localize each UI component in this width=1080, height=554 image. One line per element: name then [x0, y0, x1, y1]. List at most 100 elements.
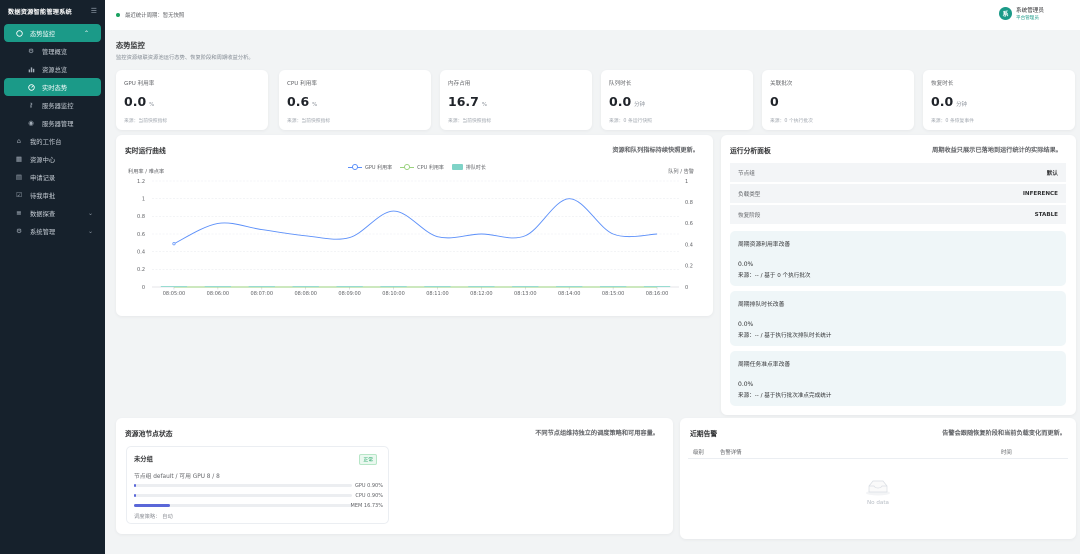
data-point [172, 242, 176, 246]
bar-chart-icon [26, 66, 36, 73]
y2-tick-label: 0.2 [685, 264, 693, 270]
column-header-level[interactable]: 级别 [693, 450, 704, 456]
analysis-note: 周期收益只展示已落地到运行统计的实际结果。 [932, 147, 1062, 154]
app-title: 数据资源智能管理系统 [8, 8, 72, 16]
sidebar-item-label: 数据探查 [30, 210, 56, 218]
x-tick-label: 08:12:00 [470, 291, 492, 297]
legend-item[interactable]: 排队时长 [451, 164, 486, 171]
metric-card-queue: 队列时长 0.0 分钟 来源：0 条运行快照 [601, 70, 753, 130]
metric-unit: % [481, 102, 487, 108]
user-role: 平台管理员 [1016, 16, 1039, 21]
y2-tick-label: 0 [685, 285, 688, 291]
sidebar-group-label: 态势监控 [30, 30, 56, 38]
row-key: 恢复阶段 [738, 212, 761, 219]
sidebar-item-overview[interactable]: ⚙ 管理概览 [0, 42, 105, 60]
line-chart: 利用率 / 难点率 队列 / 告警 0 0.2 0.4 0.6 0.8 1 1.2 0 0.2 0… [128, 167, 694, 297]
bar-mark [160, 286, 188, 287]
empty-state: No data [680, 478, 1076, 506]
metric-value: 0.0 [931, 94, 954, 109]
chevron-down-icon: ⌄ [87, 209, 93, 217]
metric-card-memory: 内存占用 16.7% 来源：当前快照指标 [440, 70, 592, 130]
sidebar-item-system[interactable]: ⚙ 系统管理 ⌄ [0, 222, 105, 240]
metric-source: 来源：0 条恢复事件 [931, 119, 974, 124]
y-axis-label: 利用率 / 难点率 [128, 167, 164, 175]
bar-mark [556, 286, 583, 287]
y2-tick-label: 0.6 [685, 221, 693, 227]
column-header-time[interactable]: 时间 [1001, 450, 1012, 456]
node-group-desc: 节点组 default / 可用 GPU 8 / 8 [134, 474, 220, 480]
sidebar-item-label: 服务器管理 [42, 120, 74, 128]
sidebar-item-label: 服务器监控 [42, 102, 74, 110]
bar-mark [336, 286, 363, 287]
metric-source: 来源：当前快照指标 [448, 119, 492, 124]
bar-fill [134, 494, 137, 497]
user-menu[interactable]: 系 系统管理员 平台管理员 [999, 6, 1044, 21]
row-key: 负载类型 [738, 191, 761, 198]
improvement-source: 来源：-- / 基于执行批次排队时长统计 [738, 333, 832, 339]
y2-tick-label: 0.4 [685, 242, 693, 248]
sidebar-item-data-explore[interactable]: ≣ 数据探查 ⌄ [0, 204, 105, 222]
metric-label: 恢复时长 [931, 81, 954, 87]
bar-fill [134, 504, 171, 507]
realtime-chart-card: 实时运行曲线 资源和队列指标持续快照更新。 GPU 利用率 CPU 利用率 排队… [116, 135, 713, 316]
column-header-detail[interactable]: 告警详情 [720, 450, 742, 456]
node-group-card[interactable]: 未分组 正常 节点组 default / 可用 GPU 8 / 8 GPU 0.… [126, 446, 389, 524]
metric-card-batches: 关联批次 0 来源：0 个执行批次 [762, 70, 914, 130]
y-tick-label: 1 [142, 196, 145, 202]
bar-mark [424, 286, 451, 287]
grid-icon: ▦ [15, 155, 23, 163]
improvement-value: 0.0% [738, 261, 754, 268]
sidebar-item-server-manage[interactable]: ◉ 服务器管理 [0, 114, 105, 132]
sidebar-item-resource-overview[interactable]: 资源总览 [0, 60, 105, 78]
y-tick-label: 0.2 [137, 267, 145, 273]
x-tick-label: 08:14:00 [558, 291, 580, 297]
legend-label: 排队时长 [465, 164, 486, 171]
y-tick-label: 0.4 [137, 249, 145, 255]
metric-label: CPU 利用率 [287, 81, 317, 87]
analysis-title: 运行分析面板 [730, 147, 771, 155]
bar-mark [248, 286, 275, 287]
sidebar-item-server-monitor[interactable]: ⚷ 服务器监控 [0, 96, 105, 114]
improvement-title: 周期资源利用率改善 [738, 242, 791, 248]
sidebar-item-requests[interactable]: ▤ 申请记录 [0, 168, 105, 186]
sidebar-item-realtime[interactable]: 实时态势 [4, 78, 101, 96]
sidebar-item-workbench[interactable]: ⌂ 我的工作台 [0, 132, 105, 150]
analysis-row-recovery-stage: 恢复阶段 STABLE [730, 205, 1066, 224]
nodes-note: 不同节点组维持独立的调度策略和可用容量。 [535, 430, 659, 437]
bar-label: GPU 0.90% [354, 482, 383, 489]
analysis-row-load-type: 负载类型 INFERENCE [730, 184, 1066, 203]
y2-tick-label: 1 [685, 179, 688, 185]
row-value: INFERENCE [1022, 190, 1058, 197]
metric-label: GPU 利用率 [124, 81, 155, 87]
eye-icon: ◉ [28, 119, 34, 127]
metric-value: 16.7 [448, 94, 479, 109]
legend-line-icon [348, 163, 362, 171]
improvement-title: 周期排队时长改善 [738, 302, 785, 308]
bar-mark [292, 286, 319, 287]
legend-item[interactable]: CPU 利用率 [400, 163, 444, 171]
sidebar-group-monitor[interactable]: 态势监控 ⌃ [4, 24, 101, 42]
y-tick-label: 0 [142, 285, 145, 291]
schedule-policy: 调度策略： 自动 [134, 514, 173, 520]
metric-card-gpu: GPU 利用率 0.0% 来源：当前快照指标 [116, 70, 268, 130]
series-line-1 [173, 198, 658, 245]
row-value: 默认 [1046, 170, 1058, 177]
x-tick-label: 08:05:00 [163, 291, 185, 297]
sidebar-item-approvals[interactable]: ☑ 待我审批 [0, 186, 105, 204]
metric-card-recovery: 恢复时长 0.0 分钟 来源：0 条恢复事件 [923, 70, 1075, 130]
sidebar-item-label: 管理概览 [42, 48, 68, 56]
topbar: 最近统计周期：暂无快照 系 系统管理员 平台管理员 [105, 0, 1080, 30]
improvement-card-utilization: 周期资源利用率改善 0.0% 来源：-- / 基于 0 个执行批次 [730, 231, 1066, 286]
sidebar-item-label: 资源中心 [30, 156, 56, 164]
legend-item[interactable]: GPU 利用率 [348, 163, 392, 171]
menu-fold-icon[interactable]: ☰ [90, 7, 97, 15]
node-status-card: 资源池节点状态 不同节点组维持独立的调度策略和可用容量。 未分组 正常 节点组 … [116, 418, 673, 534]
alerts-table-header: 级别 告警详情 时间 [688, 446, 1068, 459]
home-icon: ⌂ [16, 137, 22, 145]
status-badge: 正常 [359, 454, 377, 465]
improvement-source: 来源：-- / 基于执行批次准点完成统计 [738, 393, 832, 399]
sidebar-item-resource-center[interactable]: ▦ 资源中心 [0, 150, 105, 168]
metric-label: 内存占用 [448, 81, 471, 87]
metric-source: 来源：当前快照指标 [124, 119, 168, 124]
empty-box-icon [865, 478, 891, 496]
